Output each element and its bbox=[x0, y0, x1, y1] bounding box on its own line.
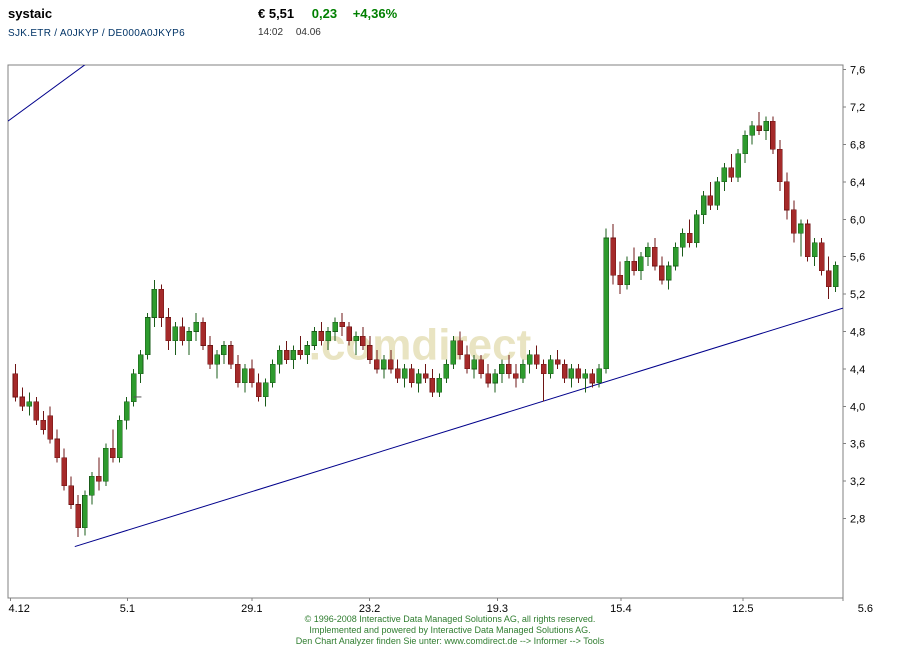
chart-analyzer-hint-line: Den Chart Analyzer finden Sie unter: www… bbox=[295, 636, 605, 646]
y-axis-label: 5,6 bbox=[850, 252, 865, 264]
x-axis-label: 4.12 bbox=[9, 603, 30, 612]
y-axis-label: 4,8 bbox=[850, 327, 865, 339]
powered-by-line: Implemented and powered by Interactive D… bbox=[309, 625, 591, 635]
y-axis-label: 4,4 bbox=[850, 364, 865, 376]
copyright-line: © 1996-2008 Interactive Data Managed Sol… bbox=[304, 614, 596, 624]
y-axis-label: 3,2 bbox=[850, 476, 865, 488]
y-axis-label: 2,8 bbox=[850, 514, 865, 526]
y-axis-label: 7,6 bbox=[850, 65, 865, 77]
x-axis-label: 29.1 bbox=[241, 603, 262, 612]
candlestick-chart: .comdirect 7,6 7,2 6,8 6,4 6,0 5,6 5,2 4,8 4,4 4,0… bbox=[7, 64, 873, 612]
quote-timestamp: 14:02 04.06 bbox=[258, 27, 409, 38]
y-axis-label: 4,0 bbox=[850, 401, 865, 413]
candlestick-series bbox=[12, 111, 839, 538]
y-axis-label: 3,6 bbox=[850, 439, 865, 451]
instrument-codes: SJK.ETR / A0JKYP / DE000A0JKYP6 bbox=[8, 28, 185, 39]
x-axis-label: 5.1 bbox=[120, 603, 135, 612]
change-percent: +4,36% bbox=[352, 6, 398, 21]
comdirect-watermark: .comdirect bbox=[309, 321, 532, 370]
instrument-title: systaic bbox=[8, 6, 53, 21]
x-axis-label: 23.2 bbox=[359, 603, 380, 612]
y-axis-label: 7,2 bbox=[850, 102, 865, 114]
x-axis-label: 12.5 bbox=[732, 603, 753, 612]
x-axis-label: 15.4 bbox=[610, 603, 631, 612]
x-axis-label: 19.3 bbox=[487, 603, 508, 612]
y-axis-label: 6,4 bbox=[850, 177, 865, 189]
quote-block: € 5,51 0,23 +4,36% 14:02 04.06 bbox=[258, 6, 409, 38]
y-axis-label: 6,8 bbox=[850, 139, 865, 151]
footer: © 1996-2008 Interactive Data Managed Sol… bbox=[0, 614, 900, 647]
y-axis-label: 6,0 bbox=[850, 214, 865, 226]
quote-time: 14:02 bbox=[258, 27, 284, 38]
header-instrument-block: systaic SJK.ETR / A0JKYP / DE000A0JKYP6 bbox=[8, 6, 185, 39]
quote-date: 04.06 bbox=[295, 27, 321, 38]
trendline-upper-left-resistance bbox=[8, 65, 86, 122]
change-absolute: 0,23 bbox=[311, 6, 338, 21]
quote-line: € 5,51 0,23 +4,36% bbox=[258, 6, 409, 21]
x-axis-label: 5.6 bbox=[858, 603, 873, 612]
y-axis-label: 5,2 bbox=[850, 289, 865, 301]
last-price: € 5,51 bbox=[258, 6, 295, 21]
trendline-rising-support bbox=[74, 307, 843, 548]
